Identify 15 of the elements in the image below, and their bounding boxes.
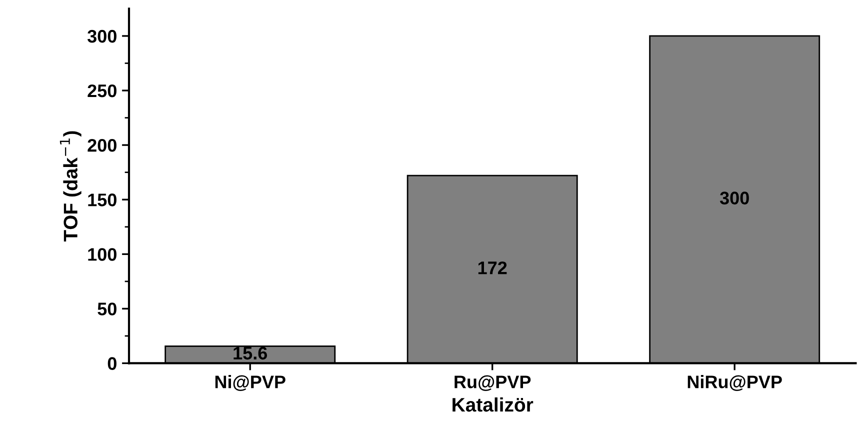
- data-label: 172: [478, 261, 507, 274]
- y-tick-label: 100: [88, 248, 116, 261]
- data-label: 15.6: [234, 346, 268, 360]
- y-tick-label: 250: [88, 84, 116, 98]
- y-tick-label: 0: [108, 357, 116, 370]
- x-tick-label: Ru@PVP: [454, 375, 531, 391]
- x-tick-label: Ni@PVP: [215, 375, 286, 391]
- y-tick-label: 50: [98, 302, 116, 316]
- y-tick-label: 200: [88, 138, 116, 152]
- x-tick-label: NiRu@PVP: [688, 375, 782, 391]
- y-axis-title: TOF (dak$^{−1}$): [60, 131, 82, 242]
- y-tick-label: 150: [88, 194, 116, 206]
- data-label: 300: [720, 192, 749, 204]
- x-axis-title: Katalizör: [452, 397, 534, 412]
- y-tick-label: 300: [87, 30, 116, 43]
